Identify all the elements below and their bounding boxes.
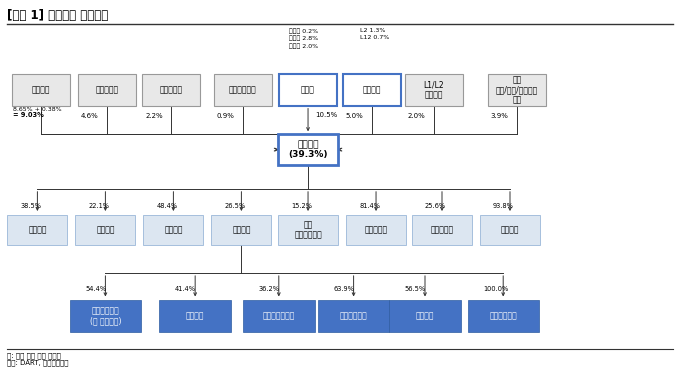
Bar xyxy=(318,300,389,332)
Text: 대홍기획: 대홍기획 xyxy=(415,312,435,321)
Bar xyxy=(143,215,203,245)
Text: 롯데푸드: 롯데푸드 xyxy=(96,226,115,234)
Text: 롯데지주
(39.3%): 롯데지주 (39.3%) xyxy=(288,140,328,159)
Text: 신동주 0.2%
신격호 2.8%
신영자 2.0%: 신동주 0.2% 신격호 2.8% 신영자 2.0% xyxy=(289,28,318,49)
Text: 부산롯데호텔: 부산롯데호텔 xyxy=(229,85,256,94)
Bar xyxy=(143,74,200,105)
Text: 롯데정보통신: 롯데정보통신 xyxy=(490,312,517,321)
Bar xyxy=(412,215,472,245)
Text: 8.65% + 0.38%: 8.65% + 0.38% xyxy=(13,107,62,112)
Text: 롯데상사: 롯데상사 xyxy=(186,312,205,321)
Text: 롯데카드: 롯데카드 xyxy=(500,226,520,234)
Text: 5.0%: 5.0% xyxy=(346,113,364,119)
Text: 0.9%: 0.9% xyxy=(216,113,235,119)
Text: 2.0%: 2.0% xyxy=(408,113,426,119)
Bar xyxy=(278,215,338,245)
Text: 롯데
장학/문학/삼동복지
재단: 롯데 장학/문학/삼동복지 재단 xyxy=(496,75,538,105)
Text: 56.5%: 56.5% xyxy=(405,286,426,292)
Text: 4.6%: 4.6% xyxy=(80,113,99,119)
Text: 롯데알미늄: 롯데알미늄 xyxy=(95,85,118,94)
Text: 롯데캐피탈: 롯데캐피탈 xyxy=(430,226,454,234)
Text: 롯데칠성: 롯데칠성 xyxy=(232,226,251,234)
Text: 한국후지필름: 한국후지필름 xyxy=(340,312,367,321)
Text: 롯데지알에스
(구 롯데리아): 롯데지알에스 (구 롯데리아) xyxy=(90,306,121,326)
Bar xyxy=(480,215,540,245)
Bar xyxy=(214,74,272,105)
Bar xyxy=(78,74,136,105)
Text: 3.9%: 3.9% xyxy=(491,113,509,119)
Text: 2.2%: 2.2% xyxy=(146,113,163,119)
Text: 10.5%: 10.5% xyxy=(315,112,337,118)
Bar xyxy=(279,74,337,105)
Bar xyxy=(488,74,546,105)
Bar xyxy=(343,74,401,105)
Text: 81.4%: 81.4% xyxy=(359,203,380,209)
Text: 자료: DART, 한국투자증권: 자료: DART, 한국투자증권 xyxy=(7,359,68,366)
Text: 100.0%: 100.0% xyxy=(483,286,508,292)
Bar xyxy=(70,300,141,332)
Bar xyxy=(468,300,539,332)
Text: L2 1.3%
L12 0.7%: L2 1.3% L12 0.7% xyxy=(360,28,390,40)
Text: 호텔롯데: 호텔롯데 xyxy=(31,85,50,94)
Text: 38.5%: 38.5% xyxy=(20,203,41,209)
Text: 41.4%: 41.4% xyxy=(175,286,196,292)
Bar xyxy=(7,215,67,245)
Bar xyxy=(75,215,135,245)
Bar xyxy=(389,300,461,332)
Text: 롯데쇼핑: 롯데쇼핑 xyxy=(28,226,47,234)
Text: 코리아세븐: 코리아세븐 xyxy=(364,226,388,234)
Text: = 9.03%: = 9.03% xyxy=(13,113,44,119)
Bar xyxy=(278,134,338,165)
Bar xyxy=(405,74,462,105)
Bar xyxy=(243,300,314,332)
Text: 주: 최근 공시 기준 지분율: 주: 최근 공시 기준 지분율 xyxy=(7,352,61,359)
Text: 93.8%: 93.8% xyxy=(493,203,514,209)
Text: 25.6%: 25.6% xyxy=(425,203,446,209)
Text: 63.9%: 63.9% xyxy=(333,286,354,292)
Text: 15.2%: 15.2% xyxy=(291,203,312,209)
Text: 롯데홀딩스: 롯데홀딩스 xyxy=(160,85,183,94)
Text: 롯데
글로벌로지스: 롯데 글로벌로지스 xyxy=(294,220,322,240)
Text: 롯데제과: 롯데제과 xyxy=(164,226,183,234)
Text: 54.4%: 54.4% xyxy=(85,286,106,292)
Text: 22.1%: 22.1% xyxy=(88,203,109,209)
Text: 롯데로지스틱스: 롯데로지스틱스 xyxy=(262,312,295,321)
Text: 36.2%: 36.2% xyxy=(258,286,279,292)
Text: 48.4%: 48.4% xyxy=(156,203,177,209)
Text: L1/L2
투자회사: L1/L2 투자회사 xyxy=(424,80,444,99)
Text: 신동빈: 신동빈 xyxy=(301,85,315,94)
Text: [그림 1] 롯데지주 지배구조: [그림 1] 롯데지주 지배구조 xyxy=(7,9,108,22)
Bar xyxy=(159,300,231,332)
Bar xyxy=(346,215,406,245)
Bar xyxy=(211,215,271,245)
Bar xyxy=(12,74,70,105)
Text: 오너일가: 오너일가 xyxy=(362,85,381,94)
Text: 26.5%: 26.5% xyxy=(224,203,245,209)
